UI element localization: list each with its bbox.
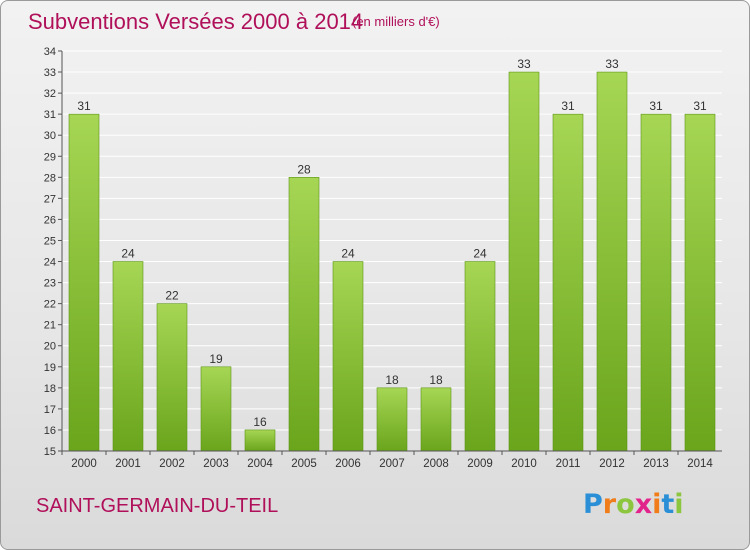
x-tick-label: 2009 <box>467 458 493 470</box>
bar-2003 <box>200 366 232 452</box>
y-tick-label: 32 <box>44 88 56 100</box>
logo-letter: P <box>583 489 603 520</box>
proxiti-logo: Proxiti <box>583 489 684 520</box>
value-label: 33 <box>605 57 619 71</box>
x-tick-label: 2013 <box>643 458 669 470</box>
x-tick-label: 2002 <box>159 458 185 470</box>
axes: 15 16 17 18 19 20 21 22 23 24 25 26 27 28 29 30 31 32 33 34… <box>44 46 722 470</box>
logo-letter: o <box>616 489 635 520</box>
value-label: 18 <box>385 373 399 387</box>
chart-title: Subventions Versées 2000 à 2014 <box>28 9 364 34</box>
bar-2007 <box>376 387 408 452</box>
x-tick-label: 2001 <box>115 458 141 470</box>
y-tick-label: 27 <box>44 193 56 205</box>
y-tick-label: 30 <box>44 130 56 142</box>
y-tick-label: 24 <box>44 257 56 269</box>
logo-letter: i <box>674 489 684 520</box>
value-label: 18 <box>429 373 443 387</box>
y-tick-label: 23 <box>44 278 56 290</box>
value-label: 31 <box>693 99 707 113</box>
value-label: 24 <box>473 247 487 261</box>
y-tick-label: 31 <box>44 109 56 121</box>
x-tick-label: 2012 <box>599 458 625 470</box>
x-tick-label: 2010 <box>511 458 537 470</box>
bar-2002 <box>156 303 188 452</box>
logo-letter: r <box>602 489 617 520</box>
value-label: 19 <box>209 352 223 366</box>
y-tick-label: 18 <box>44 383 56 395</box>
y-tick-label: 28 <box>44 172 56 184</box>
y-tick-label: 26 <box>44 214 56 226</box>
y-tick-label: 20 <box>44 341 56 353</box>
y-tick-label: 25 <box>44 235 56 247</box>
bar-2014 <box>684 113 716 452</box>
value-label: 31 <box>649 99 663 113</box>
bar-2013 <box>640 113 672 452</box>
commune-name: SAINT-GERMAIN-DU-TEIL <box>36 495 279 517</box>
y-tick-label: 34 <box>44 46 56 58</box>
bar-2006 <box>332 261 364 452</box>
bar-2000 <box>68 113 100 452</box>
logo-letter: t <box>661 489 675 520</box>
x-tick-label: 2000 <box>71 458 97 470</box>
chart-subtitle: (en milliers d'€) <box>352 14 440 29</box>
y-tick-label: 29 <box>44 151 56 163</box>
x-tick-label: 2014 <box>687 458 713 470</box>
value-label: 31 <box>561 99 575 113</box>
bar-2001 <box>112 261 144 452</box>
value-label: 22 <box>165 289 179 303</box>
y-tick-label: 33 <box>44 67 56 79</box>
x-tick-label: 2005 <box>291 458 317 470</box>
value-label: 24 <box>341 247 355 261</box>
value-label: 33 <box>517 57 531 71</box>
value-label: 16 <box>253 415 267 429</box>
y-tick-label: 17 <box>44 404 56 416</box>
bar-2009 <box>464 261 496 452</box>
bar-2012 <box>596 71 628 452</box>
bar-2005 <box>288 177 320 452</box>
y-tick-label: 22 <box>44 299 56 311</box>
logo-letter: x <box>634 489 653 520</box>
x-tick-label: 2011 <box>556 458 581 470</box>
x-tick-label: 2008 <box>423 458 449 470</box>
x-tick-label: 2004 <box>247 458 273 470</box>
logo-letter: i <box>652 489 662 520</box>
x-tick-label: 2003 <box>203 458 229 470</box>
value-label: 31 <box>77 99 91 113</box>
bar-2008 <box>420 387 452 452</box>
y-tick-label: 21 <box>44 320 56 332</box>
y-tick-label: 15 <box>44 446 56 458</box>
bar-2011 <box>552 113 584 452</box>
value-label: 28 <box>297 162 311 176</box>
x-tick-label: 2007 <box>379 458 405 470</box>
bar-2004 <box>244 429 276 452</box>
y-tick-label: 19 <box>44 362 56 374</box>
bars: 31 24 22 19 16 28 24 18 18 24 33 31 33 31 31 <box>68 57 716 452</box>
value-label: 24 <box>121 247 135 261</box>
x-tick-label: 2006 <box>335 458 361 470</box>
y-tick-label: 16 <box>44 425 56 437</box>
bar-2010 <box>508 71 540 452</box>
